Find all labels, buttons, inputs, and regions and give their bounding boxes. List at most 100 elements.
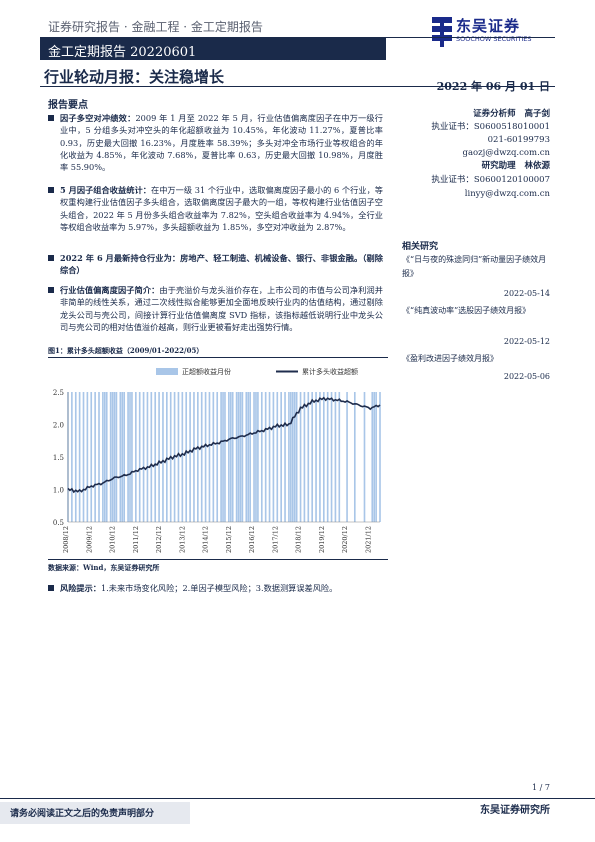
positive-month-bar	[222, 392, 224, 522]
chart-source: 数据来源：Wind，东吴证券研究所	[48, 563, 160, 572]
x-tick-label: 2009/12	[85, 526, 93, 553]
positive-month-bar	[185, 392, 188, 522]
x-tick-label: 2021/12	[364, 526, 372, 553]
related-report-title[interactable]: 《“日与夜的殊途同归”新动量因子绩效月报》	[402, 255, 547, 278]
positive-month-bar	[293, 392, 296, 522]
y-tick-label: 1.5	[53, 454, 64, 462]
x-tick-label: 2015/12	[225, 526, 233, 553]
positive-month-bar	[197, 392, 199, 522]
positive-month-bar	[379, 392, 381, 522]
positive-month-bar	[239, 392, 242, 522]
legend-bar-swatch	[156, 368, 178, 375]
assistant-line: 研究助理 林依源	[482, 160, 550, 172]
bullet-text: 在中万一级 31 个行业中，选取偏离度因子最小的 6 个行业，等权重构建行业估值…	[60, 185, 383, 232]
positive-month-bar	[255, 392, 257, 522]
footer-disclaimer-bar	[0, 802, 190, 824]
bullet-lead: 2022 年 6 月最新持仓行业为：	[60, 253, 181, 263]
positive-month-bar	[212, 392, 215, 522]
analyst-license: 执业证书：S0600518010001	[431, 122, 550, 132]
positive-month-bar	[290, 392, 292, 522]
y-tick-label: 1.0	[53, 487, 64, 495]
positive-month-bar	[74, 392, 77, 522]
positive-month-bar	[291, 392, 294, 522]
positive-month-bar	[119, 392, 122, 522]
footer-divider	[0, 798, 595, 799]
related-report-title[interactable]: 《盈利改进因子绩效月报》	[402, 354, 498, 363]
positive-month-bar	[315, 392, 317, 522]
company-logo: 东吴证券 SOOCHOW SECURITIES	[432, 15, 552, 51]
analyst-email[interactable]: gaozj@dwzq.com.cn	[462, 148, 550, 158]
positive-month-bar	[353, 392, 356, 522]
positive-month-bar	[129, 392, 131, 522]
positive-month-bar	[216, 392, 219, 522]
positive-month-bar	[373, 392, 376, 522]
positive-month-bar	[200, 392, 203, 522]
bullet-text: 由于壳溢价与龙头溢价存在，上市公司的市值与公司净利润并非简单的线性关系，通过二次…	[60, 285, 383, 332]
positive-month-bar	[123, 392, 126, 522]
positive-month-bar	[121, 392, 124, 522]
header-divider	[40, 37, 555, 38]
report-banner: 金工定期报告 20220601	[40, 38, 386, 60]
x-tick-label: 2016/12	[248, 526, 256, 553]
positive-month-bar	[224, 392, 226, 522]
positive-month-bar	[338, 392, 341, 522]
positive-month-bar	[276, 392, 279, 522]
positive-month-bar	[249, 392, 251, 522]
related-report-date: 2022-05-14	[503, 289, 550, 298]
chart-caption-divider	[48, 357, 388, 358]
x-tick-label: 2008/12	[62, 526, 70, 553]
assistant-email[interactable]: linyy@dwzq.com.cn	[464, 189, 550, 199]
positive-month-bar	[78, 392, 81, 522]
positive-month-bar	[98, 392, 100, 522]
positive-month-bar	[229, 392, 232, 522]
bullet-lead: 行业估值偏离度因子简介：	[60, 285, 160, 295]
risk-text: 1.未来市场变化风险；2.单因子模型风险；3.数据测算误差风险。	[100, 583, 338, 593]
positive-month-bar	[94, 392, 96, 522]
positive-month-bar	[90, 392, 93, 522]
positive-month-bar	[109, 392, 112, 522]
bullet-text: 2009 年 1 月至 2022 年 5 月，行业估值偏离度因子在中万一级行业中…	[60, 113, 383, 173]
page-number: 1 / 7	[532, 783, 550, 792]
positive-month-bar	[135, 392, 137, 522]
y-tick-label: 2.5	[53, 389, 64, 397]
risk-lead: 风险提示：	[60, 583, 101, 593]
positive-month-bar	[346, 392, 348, 522]
logo-english-name: SOOCHOW SECURITIES	[456, 35, 532, 43]
positive-month-bar	[154, 392, 157, 522]
summary-bullet-factor-performance: 因子多空对冲绩效：2009 年 1 月至 2022 年 5 月，行业估值偏离度因…	[48, 112, 383, 173]
analyst-label: 证券分析师	[473, 109, 516, 119]
x-tick-label: 2019/12	[318, 526, 326, 553]
positive-month-bar	[245, 392, 248, 522]
summary-bullet-factor-intro: 行业估值偏离度因子简介：由于壳溢价与龙头溢价存在，上市公司的市值与公司净利润并非…	[48, 284, 383, 333]
chart-bottom-divider	[48, 559, 388, 560]
positive-month-bar	[237, 392, 240, 522]
positive-month-bar	[204, 392, 207, 522]
analyst-name: 高子剑	[524, 109, 550, 119]
summary-bullet-june-holdings: 2022 年 6 月最新持仓行业为：房地产、轻工制造、机械设备、银行、非银金融。…	[48, 252, 383, 277]
positive-month-bar	[322, 392, 325, 522]
positive-month-bar	[241, 392, 244, 522]
positive-month-bar	[105, 392, 108, 522]
logo-chinese-name: 东吴证券	[456, 17, 521, 35]
bullet-lead: 因子多空对冲绩效：	[60, 113, 136, 123]
positive-month-bar	[375, 392, 377, 522]
report-title: 行业轮动月报：关注稳增长	[44, 68, 225, 86]
positive-month-bar	[181, 392, 184, 522]
positive-month-bar	[303, 392, 306, 522]
bullet-square-icon	[48, 115, 54, 121]
x-tick-label: 2013/12	[178, 526, 186, 553]
positive-month-bar	[146, 392, 149, 522]
positive-month-bar	[330, 392, 333, 522]
positive-month-bar	[228, 392, 230, 522]
x-tick-label: 2020/12	[341, 526, 349, 553]
x-tick-label: 2011/12	[132, 526, 140, 553]
positive-month-bar	[71, 392, 73, 522]
x-tick-label: 2018/12	[295, 526, 303, 553]
logo-mark-icon	[432, 17, 452, 47]
positive-month-bar	[363, 392, 366, 522]
title-divider	[40, 86, 555, 87]
cumulative-excess-line	[67, 396, 381, 494]
related-report-title[interactable]: 《“纯真波动率”选股因子绩效月报》	[402, 306, 531, 315]
positive-month-bar	[189, 392, 191, 522]
x-tick-label: 2010/12	[109, 526, 117, 553]
